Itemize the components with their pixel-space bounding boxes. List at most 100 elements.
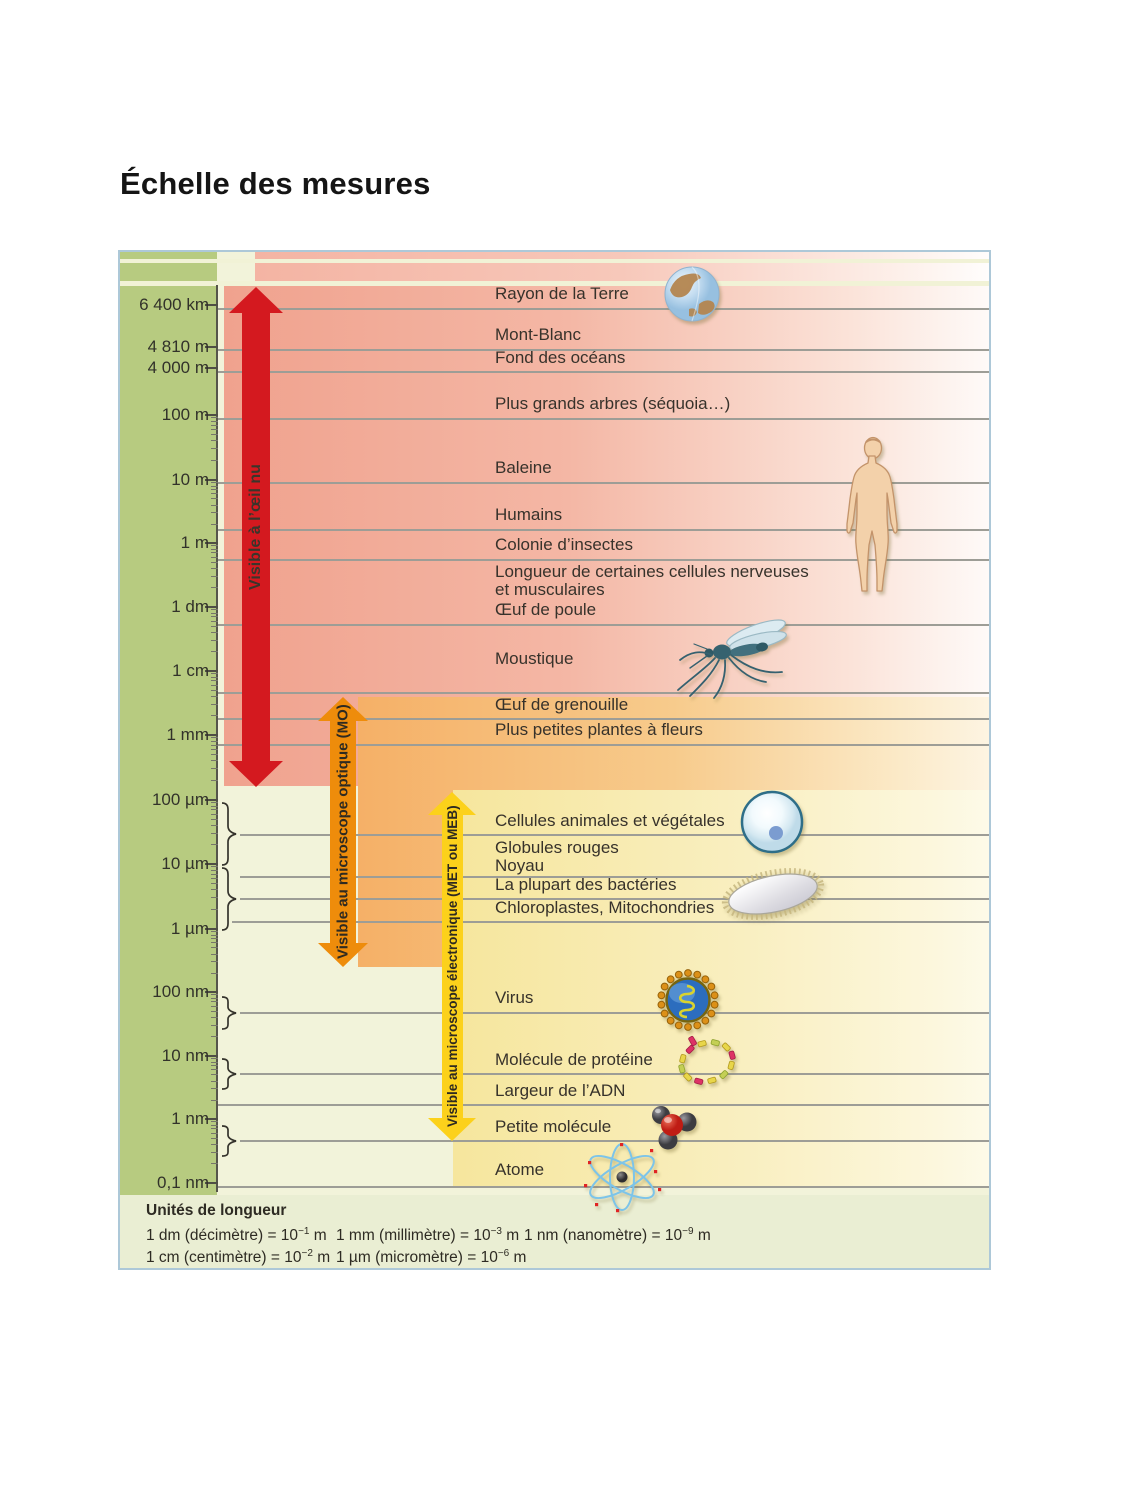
scale-minor-tick (211, 689, 218, 691)
scale-major-tick (205, 799, 218, 801)
scale-minor-tick (211, 768, 218, 770)
item-label: La plupart des bactéries (495, 875, 677, 894)
scale-minor-tick (211, 1137, 218, 1139)
scale-minor-tick (211, 1121, 218, 1123)
scale-minor-tick (211, 715, 218, 717)
scale-minor-tick (211, 737, 218, 739)
optical-arrow-label: Visible au microscope optique (MO) (334, 704, 352, 960)
scale-minor-tick (211, 631, 218, 633)
electron-arrow-label: Visible au microscope électronique (MET … (445, 805, 460, 1128)
range-brace (221, 867, 237, 931)
scale-minor-tick (211, 1143, 218, 1145)
item-label: Fond des océans (495, 348, 626, 367)
scale-minor-tick (211, 523, 218, 525)
scale-tick-label: 4 810 m (147, 337, 209, 356)
arrow-up-icon (428, 792, 476, 815)
item-label: Plus grands arbres (séquoia…) (495, 394, 731, 413)
scale-minor-tick (211, 1128, 218, 1130)
scale-major-tick (205, 670, 218, 672)
scale-major-tick (205, 734, 218, 736)
scale-major-tick (205, 1182, 218, 1184)
atom-icon (584, 1143, 662, 1213)
range-brace (221, 1058, 237, 1090)
scale-minor-tick (211, 434, 218, 436)
scale-minor-tick (211, 824, 218, 826)
arrow-down-icon (318, 943, 368, 967)
scale-minor-tick (211, 428, 218, 430)
item-label: Œuf de poule (495, 600, 597, 619)
scale-tick-label: 1 m (180, 533, 209, 552)
item-line (240, 876, 989, 878)
scale-minor-tick (211, 620, 218, 622)
scale-minor-tick (211, 1036, 218, 1038)
scale-major-tick (205, 991, 218, 993)
scale-minor-tick (211, 1001, 218, 1003)
item-line (218, 349, 989, 351)
item-label: Mont-Blanc (495, 325, 581, 344)
scale-minor-tick (211, 625, 218, 627)
scale-minor-tick (211, 1124, 218, 1126)
naked-eye-zone-top (255, 252, 989, 286)
scale-minor-tick (211, 1132, 218, 1134)
human-icon (846, 436, 898, 592)
item-label: Cellules animales et végétales (495, 811, 725, 830)
scale-minor-tick (211, 561, 218, 563)
cell-icon (740, 790, 804, 854)
scale-tick-label: 1 nm (171, 1109, 209, 1128)
scale-minor-tick (211, 748, 218, 750)
scale-minor-tick (211, 760, 218, 762)
scale-minor-tick (211, 695, 218, 697)
item-label: Petite molécule (495, 1117, 612, 1136)
item-label: Œuf de grenouille (495, 695, 629, 714)
scale-minor-tick (211, 953, 218, 955)
item-line (240, 898, 989, 900)
scale-minor-tick (211, 1024, 218, 1026)
range-brace (221, 1125, 237, 1157)
scale-minor-tick (211, 869, 218, 871)
scale-tick-label: 10 µm (161, 854, 209, 873)
scale-major-tick (205, 414, 218, 416)
scale-major-tick (205, 928, 218, 930)
scale-minor-tick (211, 512, 218, 514)
scale-ruler (216, 285, 218, 1192)
item-line (240, 1073, 989, 1075)
scale-minor-tick (211, 873, 218, 875)
scale-minor-tick (211, 931, 218, 933)
scale-minor-tick (211, 417, 218, 419)
scale-tick-label: 1 µm (170, 919, 209, 938)
item-line (218, 624, 989, 626)
item-line (240, 834, 989, 836)
scale-minor-tick (211, 1065, 218, 1067)
scale-minor-tick (211, 908, 218, 910)
item-line (218, 718, 989, 720)
naked-eye-arrow-label: Visible à l’œil nu (247, 464, 264, 591)
scale-minor-tick (211, 482, 218, 484)
scale-minor-tick (211, 802, 218, 804)
scale-major-tick (205, 1118, 218, 1120)
scale-minor-tick (211, 740, 218, 742)
scale-minor-tick (211, 897, 218, 899)
scale-minor-tick (211, 961, 218, 963)
item-label: Chloroplastes, Mitochondries (495, 898, 715, 917)
unit-conversion: 1 mm (millimètre) = 10−3 m (336, 1226, 520, 1245)
scale-minor-tick (211, 942, 218, 944)
unit-conversion: 1 nm (nanomètre) = 10−9 m (524, 1226, 711, 1245)
scale-tick-label: 100 m (161, 405, 209, 424)
scale-minor-tick (211, 1058, 218, 1060)
scale-minor-tick (211, 947, 218, 949)
scale-major-tick (205, 346, 218, 348)
arrow-up-icon (318, 697, 368, 721)
item-line (218, 692, 989, 694)
scale-tick-label: 1 dm (171, 597, 209, 616)
scale-minor-tick (211, 938, 218, 940)
scale-minor-tick (211, 489, 218, 491)
legend-panel (120, 1195, 989, 1268)
item-label: Moustique (495, 649, 574, 668)
scale-minor-tick (211, 616, 218, 618)
item-label: Rayon de la Terre (495, 284, 629, 303)
scale-major-tick (205, 367, 218, 369)
range-brace (221, 802, 237, 866)
scale-minor-tick (211, 818, 218, 820)
top-stripe (120, 281, 989, 286)
